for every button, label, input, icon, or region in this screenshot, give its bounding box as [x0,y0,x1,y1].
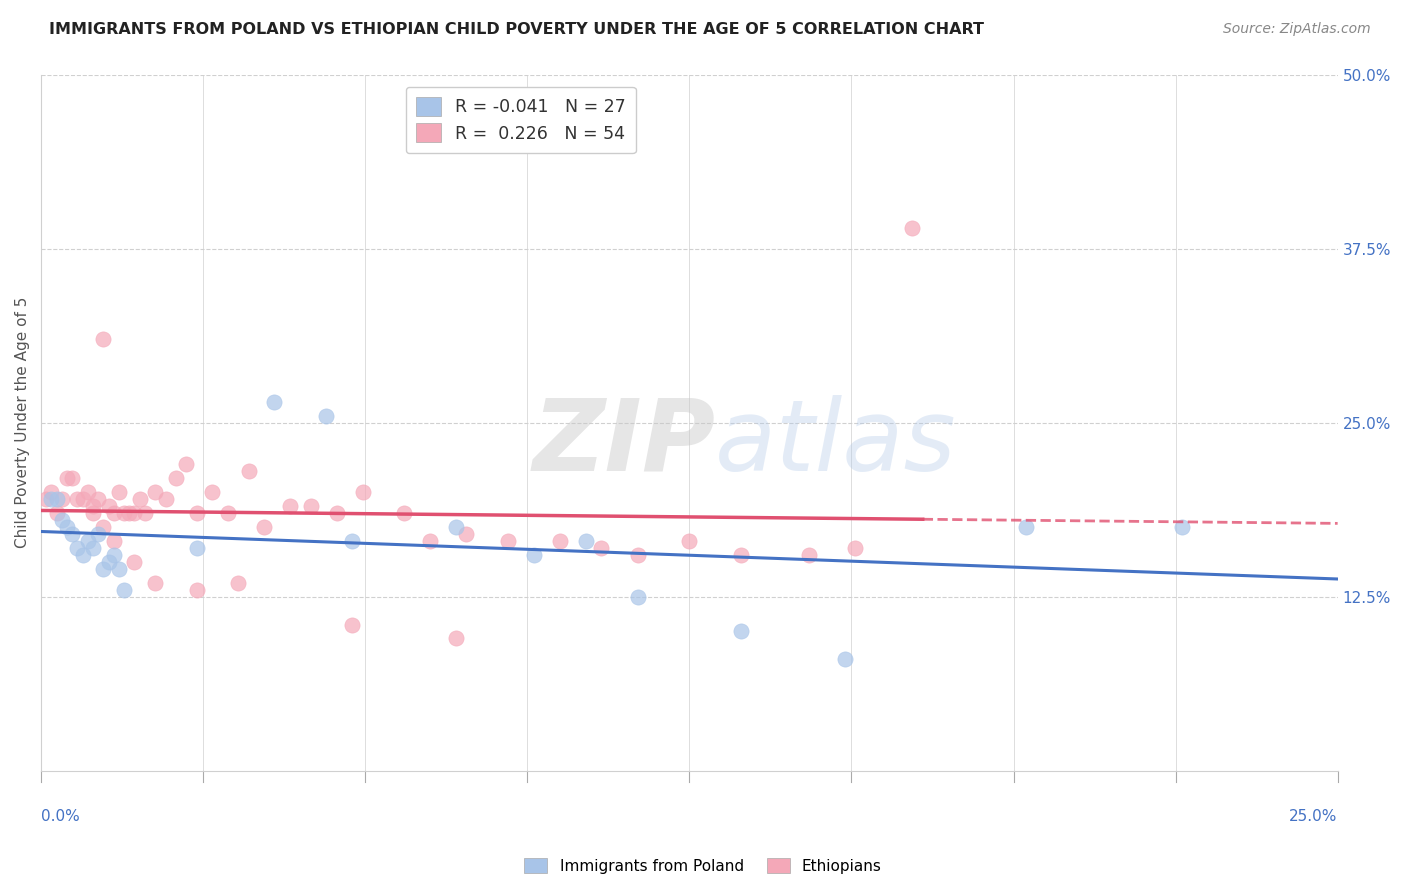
Point [82,506,104,520]
Point [342,533,364,548]
Point [186,582,208,597]
Point [201,485,224,500]
Point [834,652,856,666]
Point [93,332,115,346]
Point [626,590,648,604]
Point [56,520,79,534]
Point [575,533,598,548]
Point [60,527,83,541]
Point [124,555,146,569]
Point [342,617,364,632]
Point [41,485,63,500]
Point [1015,520,1038,534]
Point [93,520,115,534]
Point [299,499,322,513]
Point [165,471,187,485]
Point [45,492,67,507]
Point [1171,520,1194,534]
Point [444,632,467,646]
Point [128,492,150,507]
Point [97,555,120,569]
Point [72,548,94,562]
Point [87,492,110,507]
Point [143,485,166,500]
Point [51,492,73,507]
Point [176,458,198,472]
Point [124,506,146,520]
Point [66,541,89,555]
Point [217,506,239,520]
Point [315,409,337,423]
Point [103,506,125,520]
Point [108,562,131,576]
Point [591,541,613,555]
Point [155,492,177,507]
Point [392,506,415,520]
Point [87,527,110,541]
Point [263,394,285,409]
Point [112,506,135,520]
Legend: Immigrants from Poland, Ethiopians: Immigrants from Poland, Ethiopians [519,852,887,880]
Point [278,499,301,513]
Point [456,527,478,541]
Point [901,220,924,235]
Point [844,541,866,555]
Point [678,533,700,548]
Text: 25.0%: 25.0% [1289,809,1337,824]
Point [325,506,347,520]
Point [56,471,79,485]
Point [76,485,98,500]
Text: Source: ZipAtlas.com: Source: ZipAtlas.com [1223,22,1371,37]
Point [108,485,131,500]
Point [238,464,260,478]
Point [186,506,208,520]
Point [548,533,571,548]
Point [51,513,73,527]
Point [76,533,98,548]
Point [72,492,94,507]
Point [496,533,519,548]
Point [730,624,752,639]
Point [93,562,115,576]
Point [444,520,467,534]
Point [143,575,166,590]
Point [226,575,249,590]
Point [103,533,125,548]
Point [112,582,135,597]
Point [66,492,89,507]
Y-axis label: Child Poverty Under the Age of 5: Child Poverty Under the Age of 5 [15,297,30,549]
Point [419,533,441,548]
Legend: R = -0.041   N = 27, R =  0.226   N = 54: R = -0.041 N = 27, R = 0.226 N = 54 [406,87,636,153]
Point [730,548,752,562]
Point [352,485,374,500]
Point [82,499,104,513]
Point [186,541,208,555]
Point [35,492,58,507]
Point [97,499,120,513]
Point [626,548,648,562]
Point [103,548,125,562]
Point [41,492,63,507]
Point [134,506,156,520]
Point [82,541,104,555]
Point [797,548,820,562]
Text: IMMIGRANTS FROM POLAND VS ETHIOPIAN CHILD POVERTY UNDER THE AGE OF 5 CORRELATION: IMMIGRANTS FROM POLAND VS ETHIOPIAN CHIL… [49,22,984,37]
Text: ZIP: ZIP [533,395,716,492]
Text: 0.0%: 0.0% [41,809,80,824]
Point [523,548,546,562]
Point [60,471,83,485]
Text: atlas: atlas [716,395,957,492]
Point [45,506,67,520]
Point [118,506,141,520]
Point [253,520,276,534]
